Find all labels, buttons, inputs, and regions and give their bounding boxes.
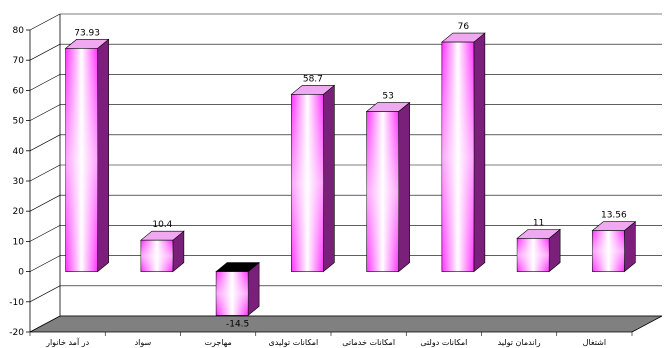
bar-4 <box>365 101 411 273</box>
y-tick-label: 20 <box>13 207 25 217</box>
bar-side <box>97 38 109 273</box>
y-tick-label: 60 <box>13 86 25 96</box>
bar-front-highlight <box>441 42 474 272</box>
grid <box>29 13 662 333</box>
category-label-5: امکانات دولتی <box>420 338 467 347</box>
gridline-diag <box>29 164 61 182</box>
bar-side <box>473 32 486 273</box>
category-label-6: راندمان تولید <box>498 338 541 347</box>
bar-1 <box>140 230 185 273</box>
bar-front-highlight <box>366 111 399 272</box>
bars <box>64 32 637 317</box>
y-tick-label: 10 <box>13 237 25 247</box>
bar-front-highlight <box>216 271 249 316</box>
category-label-4: امکانات خدماتی <box>342 338 395 347</box>
gridline-diag <box>29 13 61 31</box>
floor <box>29 315 663 333</box>
data-label-0: 73.93 <box>74 28 100 38</box>
bar-side <box>398 101 410 273</box>
bar-side <box>323 84 335 273</box>
gridline-diag <box>29 255 61 272</box>
y-tick-label: 40 <box>13 147 25 157</box>
y-tick-label: 70 <box>13 56 25 66</box>
bar-7 <box>591 221 637 273</box>
bar-0 <box>64 38 110 273</box>
data-label-6: 11 <box>533 218 544 228</box>
bar-front-highlight <box>517 238 550 272</box>
category-label-7: اشتغال <box>583 338 606 347</box>
data-labels: 73.93 10.4 -14.5 58.7 53 76 11 13.56 <box>74 22 627 329</box>
gridline-diag <box>29 104 61 121</box>
gridline-diag <box>29 74 61 91</box>
category-label-2: مهاجرت <box>204 338 231 347</box>
gridline-diag <box>29 43 61 61</box>
y-tick-label: 80 <box>13 26 25 36</box>
gridline-diag <box>29 134 61 152</box>
bar-3 <box>290 84 336 273</box>
gridline-diag <box>29 225 61 242</box>
data-label-1: 10.4 <box>152 220 172 230</box>
y-tick-label: -20 <box>9 328 24 338</box>
y-tick-label: 30 <box>13 177 25 187</box>
floor-plane <box>29 315 663 333</box>
y-tick-label: 0 <box>18 268 24 278</box>
data-label-7: 13.56 <box>601 211 627 221</box>
bar-5 <box>441 32 486 273</box>
category-label-3: امکانات تولیدی <box>268 338 318 347</box>
data-label-2: -14.5 <box>226 319 249 329</box>
bar-front-highlight <box>291 94 324 272</box>
bar-front-highlight <box>65 48 98 272</box>
bar-front-highlight <box>592 230 625 272</box>
data-label-3: 58.7 <box>303 74 323 84</box>
bar-2 <box>215 261 260 317</box>
bar-6 <box>516 228 561 273</box>
category-label-1: سواد <box>135 338 152 347</box>
y-tick-label: -10 <box>9 298 24 308</box>
gridline-diag <box>29 194 61 212</box>
bar-front-highlight <box>140 240 173 272</box>
data-label-5: 76 <box>458 22 470 32</box>
y-axis: -20 -10 0 10 20 30 40 50 60 70 80 <box>9 26 30 338</box>
gridline-diag <box>29 285 61 303</box>
data-label-4: 53 <box>382 92 393 102</box>
y-tick-label: 50 <box>13 117 25 127</box>
category-labels: در آمد خانوار سواد مهاجرت امکانات تولیدی امک… <box>29 332 633 347</box>
category-label-0: در آمد خانوار <box>45 337 89 347</box>
